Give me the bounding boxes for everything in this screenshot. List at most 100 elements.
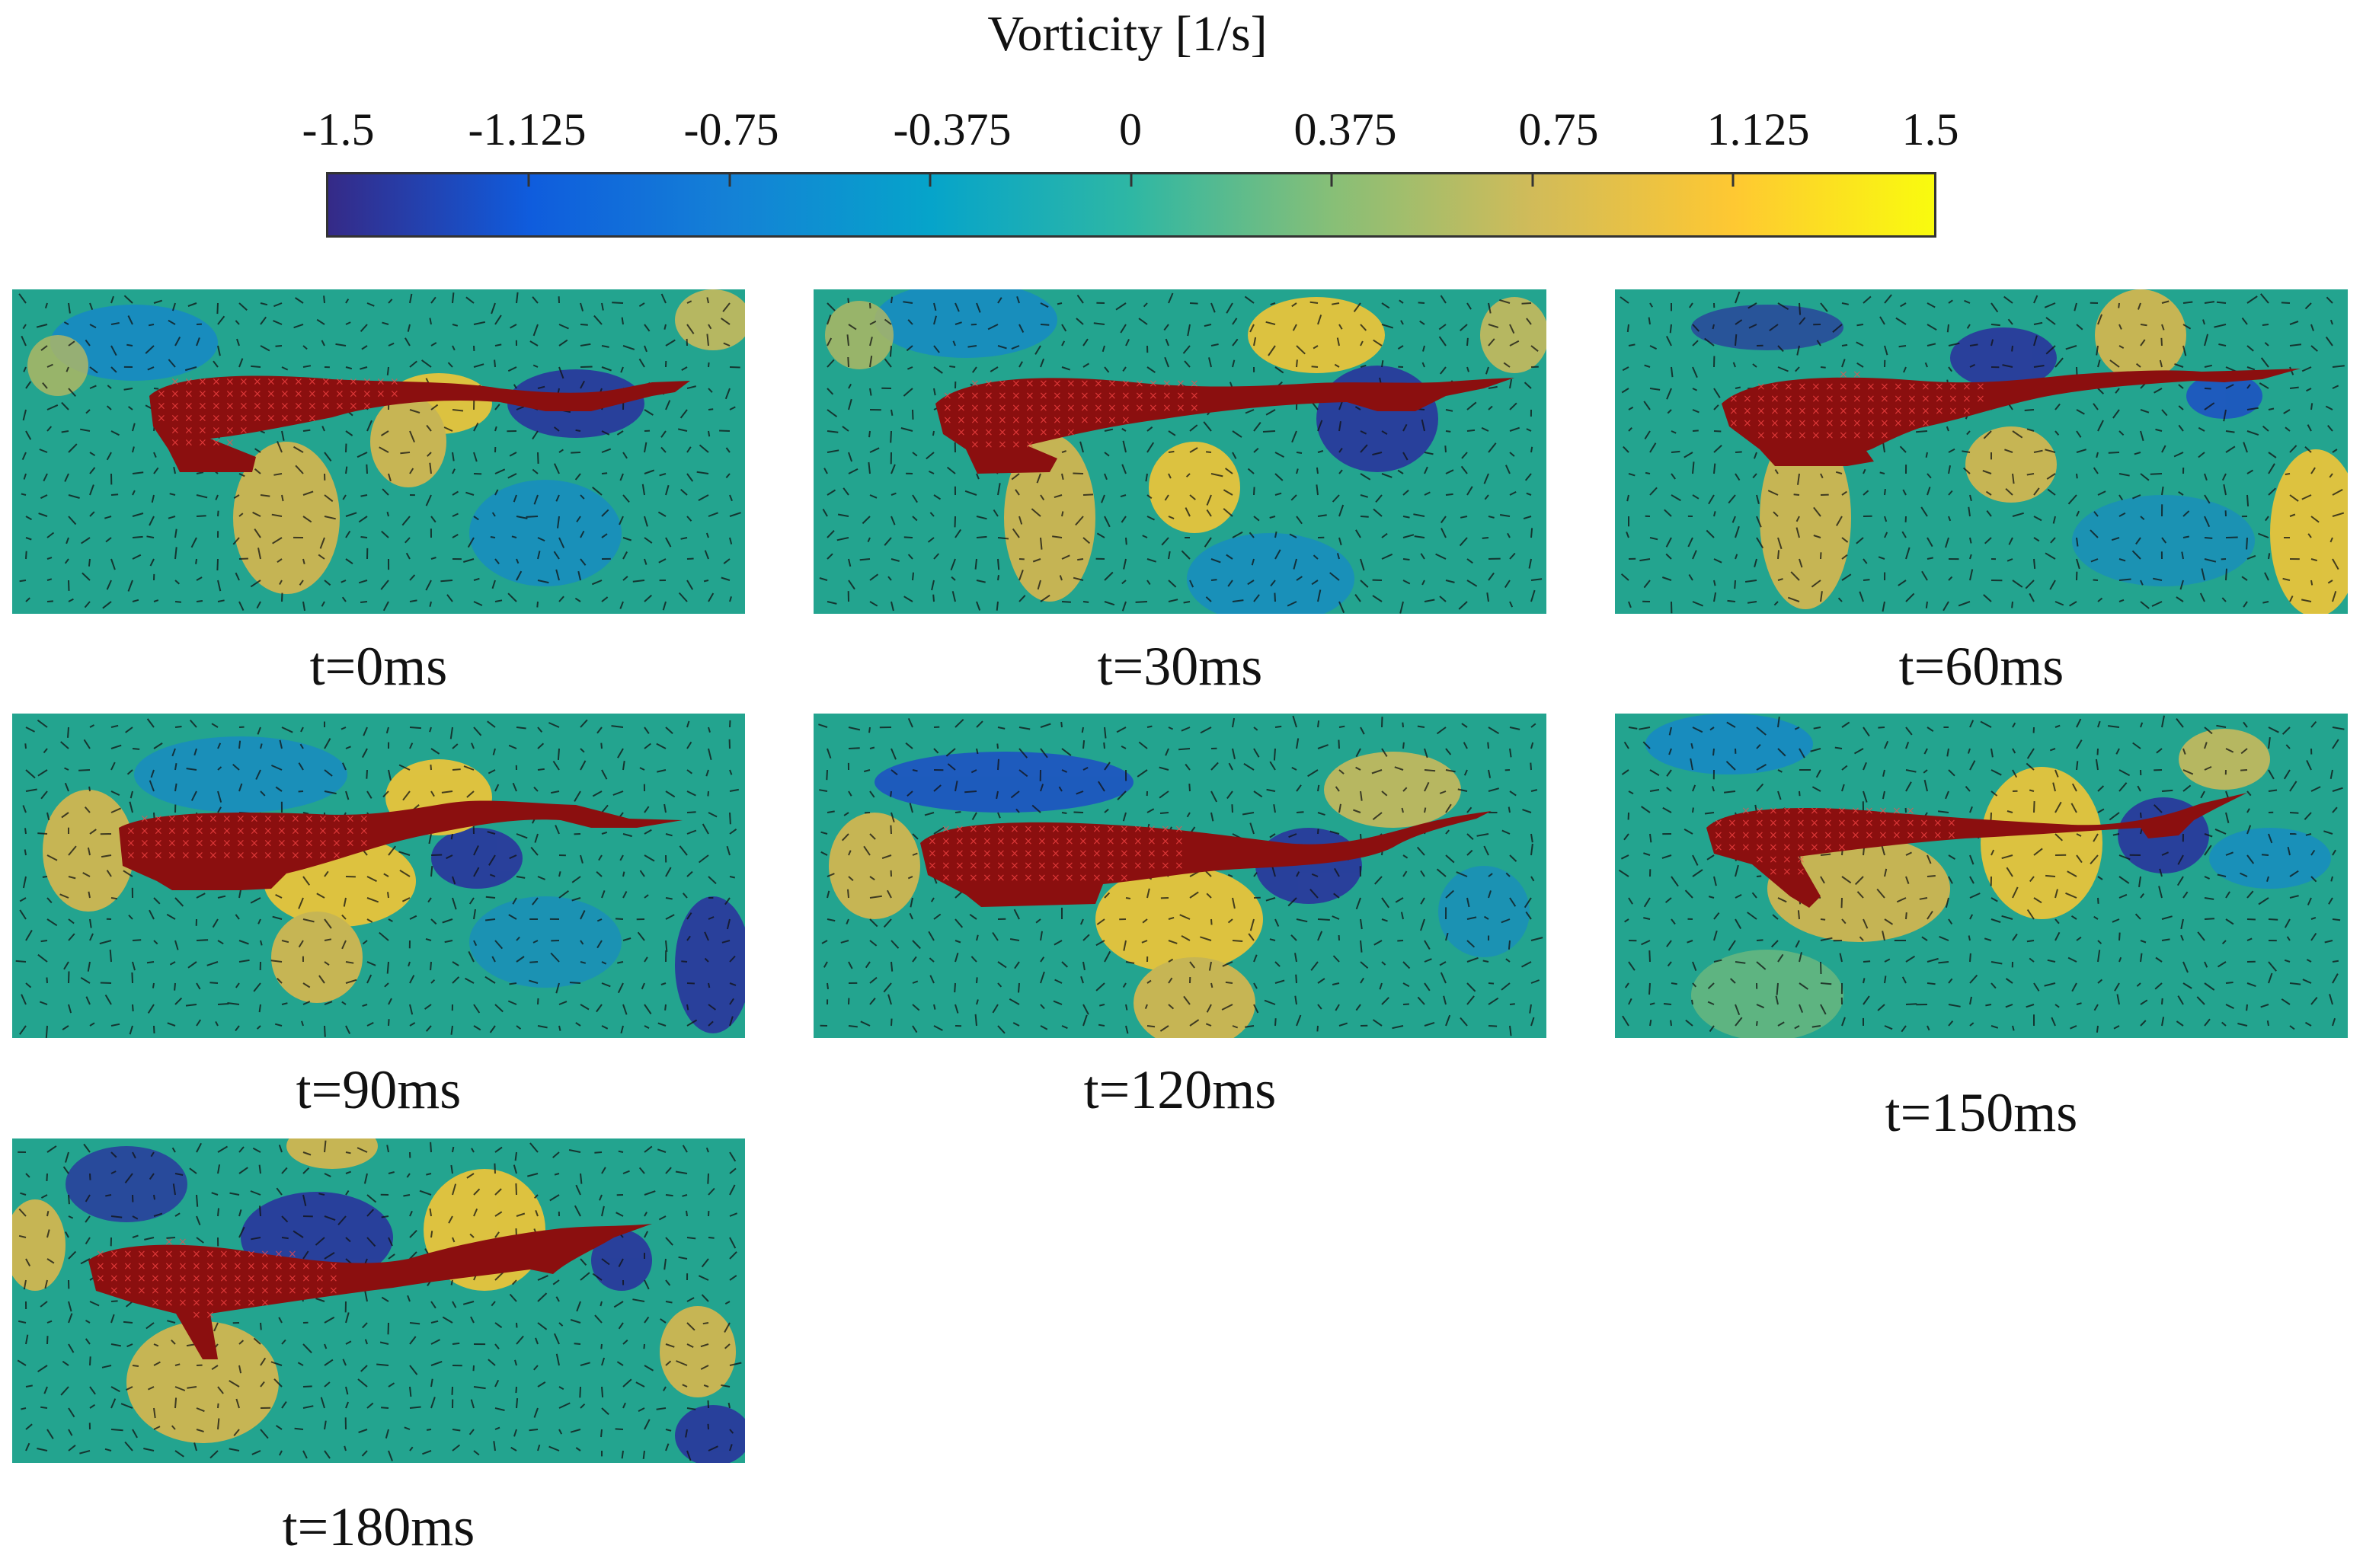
svg-text:×: ×: [969, 848, 978, 860]
svg-text:×: ×: [1120, 872, 1129, 884]
svg-text:×: ×: [222, 850, 232, 862]
svg-text:×: ×: [1190, 402, 1199, 414]
svg-text:×: ×: [1094, 414, 1103, 426]
svg-text:×: ×: [1755, 817, 1764, 829]
svg-text:×: ×: [198, 375, 207, 388]
svg-text:×: ×: [332, 838, 341, 850]
svg-text:×: ×: [349, 400, 358, 412]
svg-text:×: ×: [1010, 835, 1019, 848]
svg-text:×: ×: [1092, 848, 1102, 860]
svg-text:×: ×: [998, 378, 1007, 390]
svg-text:×: ×: [996, 835, 1006, 848]
svg-text:×: ×: [1798, 430, 1807, 442]
svg-text:×: ×: [1728, 829, 1737, 841]
svg-text:×: ×: [1853, 430, 1862, 442]
svg-text:×: ×: [970, 378, 980, 390]
svg-text:×: ×: [1880, 405, 1889, 417]
svg-text:×: ×: [1853, 393, 1862, 405]
svg-text:×: ×: [171, 436, 180, 449]
svg-text:×: ×: [250, 826, 259, 838]
svg-text:×: ×: [1161, 860, 1170, 872]
svg-text:×: ×: [321, 400, 331, 412]
svg-text:×: ×: [983, 848, 992, 860]
svg-text:×: ×: [168, 850, 177, 862]
svg-text:×: ×: [206, 1297, 215, 1309]
svg-text:×: ×: [321, 388, 331, 400]
svg-text:×: ×: [225, 375, 235, 388]
panel-caption: t=0ms: [309, 636, 448, 697]
svg-text:×: ×: [206, 1248, 215, 1260]
colorbar-tick-label: 0.75: [1518, 104, 1599, 155]
svg-text:×: ×: [1921, 381, 1930, 393]
svg-text:×: ×: [123, 1248, 133, 1260]
svg-text:×: ×: [998, 390, 1007, 402]
svg-text:×: ×: [288, 1285, 297, 1297]
svg-text:×: ×: [1080, 402, 1089, 414]
svg-text:×: ×: [157, 412, 166, 424]
svg-text:×: ×: [212, 436, 221, 449]
svg-text:×: ×: [1935, 393, 1944, 405]
svg-text:×: ×: [151, 1273, 160, 1285]
svg-text:×: ×: [346, 813, 355, 826]
svg-text:×: ×: [154, 838, 163, 850]
svg-text:×: ×: [274, 1285, 283, 1297]
svg-text:×: ×: [984, 439, 993, 451]
svg-text:×: ×: [332, 826, 341, 838]
svg-text:×: ×: [1810, 817, 1819, 829]
svg-text:×: ×: [983, 835, 992, 848]
svg-text:×: ×: [1796, 817, 1805, 829]
svg-text:×: ×: [1947, 829, 1956, 841]
svg-text:×: ×: [96, 1248, 105, 1260]
svg-text:×: ×: [1120, 823, 1129, 835]
svg-text:×: ×: [110, 1260, 119, 1273]
svg-text:×: ×: [261, 1285, 270, 1297]
svg-text:×: ×: [1039, 390, 1048, 402]
svg-text:×: ×: [1108, 378, 1117, 390]
svg-text:×: ×: [305, 850, 314, 862]
svg-text:×: ×: [239, 400, 248, 412]
svg-text:×: ×: [1798, 405, 1807, 417]
svg-text:×: ×: [1865, 829, 1874, 841]
svg-text:×: ×: [1757, 417, 1766, 430]
svg-text:×: ×: [1769, 817, 1778, 829]
svg-text:×: ×: [1907, 417, 1917, 430]
svg-text:×: ×: [171, 412, 180, 424]
colorbar-tick-label: -0.375: [893, 104, 1012, 155]
svg-text:×: ×: [970, 402, 980, 414]
svg-text:×: ×: [984, 390, 993, 402]
svg-text:×: ×: [126, 826, 136, 838]
svg-text:×: ×: [261, 1273, 270, 1285]
svg-text:×: ×: [1920, 817, 1929, 829]
svg-text:×: ×: [1010, 848, 1019, 860]
svg-text:×: ×: [184, 412, 193, 424]
svg-text:×: ×: [1134, 860, 1143, 872]
svg-text:×: ×: [1825, 417, 1834, 430]
svg-text:×: ×: [1039, 414, 1048, 426]
svg-text:×: ×: [239, 375, 248, 388]
svg-text:×: ×: [195, 826, 204, 838]
vorticity-panel-t180: × × × × × × × × × × × × × × × × × × × × × × × × × × × × × × × × × × × × × × × ×…: [12, 1138, 745, 1463]
svg-text:×: ×: [996, 848, 1006, 860]
velocity-vectors: [1620, 291, 2345, 614]
svg-text:×: ×: [1770, 393, 1779, 405]
svg-text:×: ×: [1012, 378, 1021, 390]
svg-text:×: ×: [1714, 841, 1723, 854]
svg-text:×: ×: [1906, 817, 1915, 829]
svg-text:×: ×: [288, 1248, 297, 1260]
svg-text:×: ×: [264, 838, 273, 850]
svg-text:×: ×: [1108, 390, 1117, 402]
svg-text:×: ×: [969, 823, 978, 835]
svg-text:×: ×: [957, 390, 966, 402]
svg-text:×: ×: [123, 1273, 133, 1285]
svg-text:×: ×: [1065, 872, 1074, 884]
vorticity-panel-t30: × × × × × × × × × × × × × × × × × × × × × × × × × × × × × × × × × × × × × × × ×…: [814, 289, 1546, 614]
svg-text:×: ×: [942, 848, 951, 860]
svg-text:×: ×: [1162, 402, 1172, 414]
svg-text:×: ×: [1741, 841, 1751, 854]
svg-text:×: ×: [318, 850, 328, 862]
colorbar-tick-label: 0.375: [1293, 104, 1397, 155]
svg-text:×: ×: [943, 402, 952, 414]
svg-text:×: ×: [1769, 866, 1778, 878]
svg-text:×: ×: [1825, 430, 1834, 442]
svg-text:×: ×: [1894, 417, 1903, 430]
